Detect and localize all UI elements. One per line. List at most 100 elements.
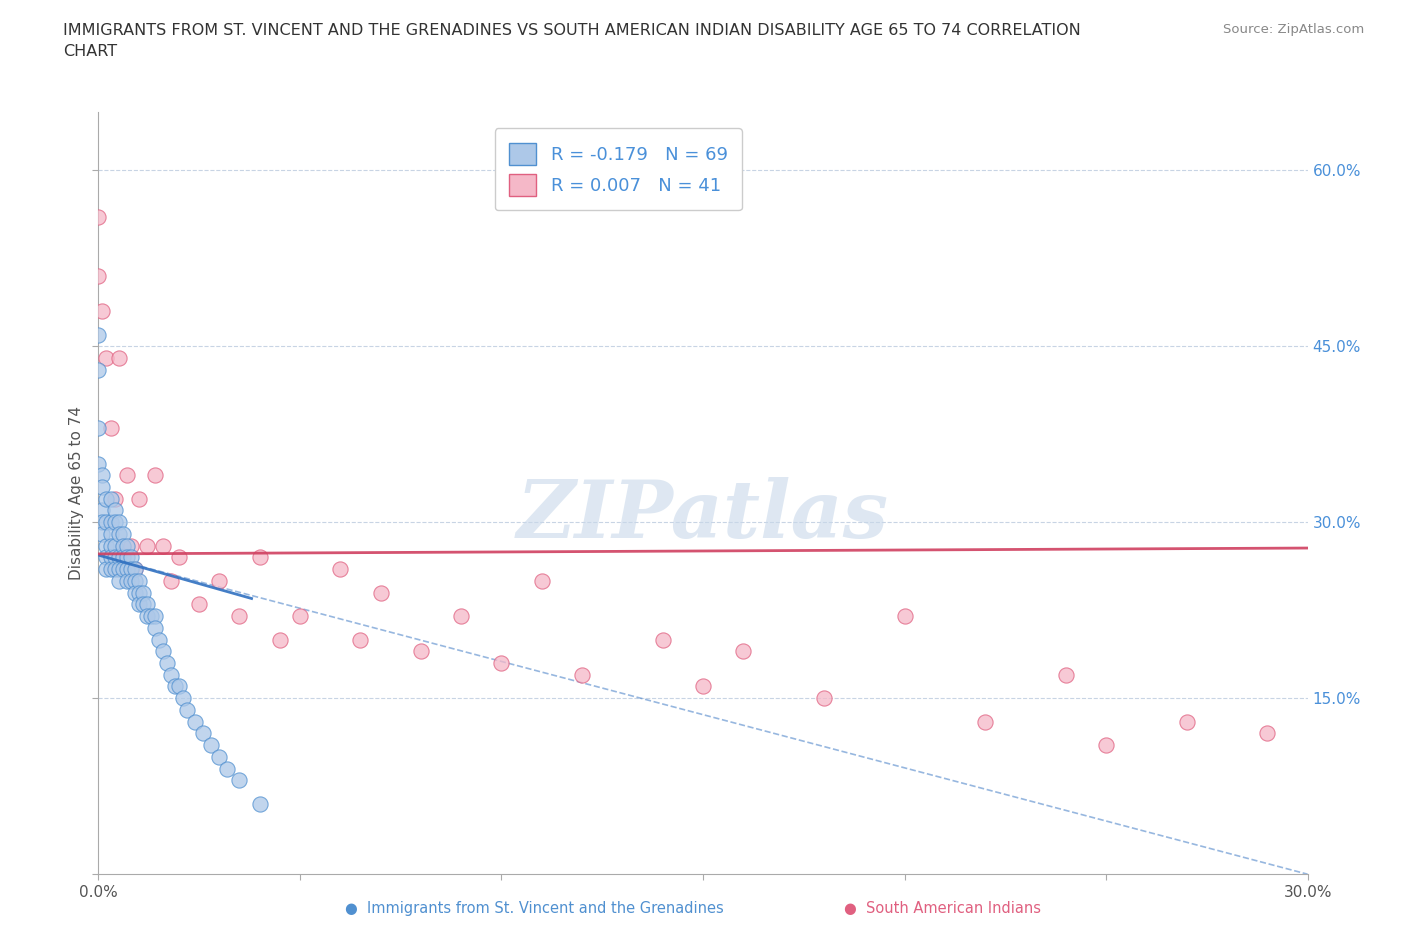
Point xyxy=(87,327,110,342)
Point xyxy=(128,585,150,600)
Point xyxy=(249,796,271,811)
Point xyxy=(249,550,271,565)
Point xyxy=(143,620,166,635)
Point xyxy=(152,644,174,658)
Point xyxy=(115,574,138,589)
Point xyxy=(269,632,291,647)
Text: ●  South American Indians: ● South American Indians xyxy=(844,901,1040,916)
Point xyxy=(107,515,129,530)
Point xyxy=(974,714,997,729)
Point xyxy=(87,456,110,471)
Point xyxy=(120,574,142,589)
Point xyxy=(91,303,114,318)
Point xyxy=(139,608,162,623)
Point xyxy=(103,562,125,577)
Point xyxy=(111,538,134,553)
Point xyxy=(96,491,118,506)
Point xyxy=(96,538,118,553)
Point xyxy=(1256,726,1278,741)
Y-axis label: Disability Age 65 to 74: Disability Age 65 to 74 xyxy=(69,405,84,580)
Point xyxy=(111,526,134,541)
Point xyxy=(103,515,125,530)
Point xyxy=(530,574,553,589)
Point xyxy=(692,679,714,694)
Point xyxy=(1054,668,1077,683)
Point xyxy=(288,608,311,623)
Point xyxy=(107,351,129,365)
Point xyxy=(96,515,118,530)
Point xyxy=(128,491,150,506)
Point xyxy=(87,269,110,284)
Point xyxy=(120,562,142,577)
Point xyxy=(160,574,183,589)
Point xyxy=(143,608,166,623)
Point xyxy=(160,668,183,683)
Point xyxy=(103,538,125,553)
Point xyxy=(491,656,513,671)
Text: ZIPatlas: ZIPatlas xyxy=(517,477,889,554)
Point xyxy=(148,632,170,647)
Point xyxy=(103,503,125,518)
Point xyxy=(228,608,250,623)
Point xyxy=(651,632,673,647)
Text: ●  Immigrants from St. Vincent and the Grenadines: ● Immigrants from St. Vincent and the Gr… xyxy=(344,901,724,916)
Point xyxy=(100,491,122,506)
Point xyxy=(100,538,122,553)
Point xyxy=(370,585,392,600)
Point xyxy=(91,503,114,518)
Point xyxy=(124,585,146,600)
Point xyxy=(100,526,122,541)
Point xyxy=(107,562,129,577)
Point xyxy=(200,737,222,752)
Point xyxy=(124,574,146,589)
Point xyxy=(208,750,231,764)
Point xyxy=(132,585,155,600)
Point xyxy=(115,468,138,483)
Point xyxy=(91,515,114,530)
Point xyxy=(135,597,157,612)
Point xyxy=(1095,737,1118,752)
Point xyxy=(100,421,122,436)
Point xyxy=(107,550,129,565)
Point xyxy=(91,480,114,495)
Point xyxy=(349,632,371,647)
Point xyxy=(120,538,142,553)
Point xyxy=(135,538,157,553)
Point xyxy=(176,702,198,717)
Point xyxy=(152,538,174,553)
Text: Source: ZipAtlas.com: Source: ZipAtlas.com xyxy=(1223,23,1364,36)
Point xyxy=(733,644,755,658)
Point xyxy=(167,550,190,565)
Point xyxy=(111,562,134,577)
Point xyxy=(184,714,207,729)
Point xyxy=(100,550,122,565)
Point xyxy=(571,668,593,683)
Point xyxy=(115,538,138,553)
Point xyxy=(87,421,110,436)
Point xyxy=(167,679,190,694)
Point xyxy=(1175,714,1198,729)
Point xyxy=(217,761,239,776)
Point xyxy=(91,468,114,483)
Point xyxy=(100,562,122,577)
Point xyxy=(128,597,150,612)
Point xyxy=(188,597,211,612)
Point xyxy=(124,562,146,577)
Point xyxy=(115,562,138,577)
Point xyxy=(87,363,110,378)
Point xyxy=(329,562,352,577)
Point xyxy=(87,210,110,225)
Point xyxy=(96,562,118,577)
Point xyxy=(100,515,122,530)
Point xyxy=(193,726,215,741)
Point xyxy=(128,574,150,589)
Point xyxy=(163,679,186,694)
Point xyxy=(893,608,915,623)
Text: IMMIGRANTS FROM ST. VINCENT AND THE GRENADINES VS SOUTH AMERICAN INDIAN DISABILI: IMMIGRANTS FROM ST. VINCENT AND THE GREN… xyxy=(63,23,1081,60)
Point xyxy=(135,608,157,623)
Point xyxy=(172,691,194,706)
Point xyxy=(120,550,142,565)
Point xyxy=(91,526,114,541)
Point xyxy=(124,562,146,577)
Point xyxy=(228,773,250,788)
